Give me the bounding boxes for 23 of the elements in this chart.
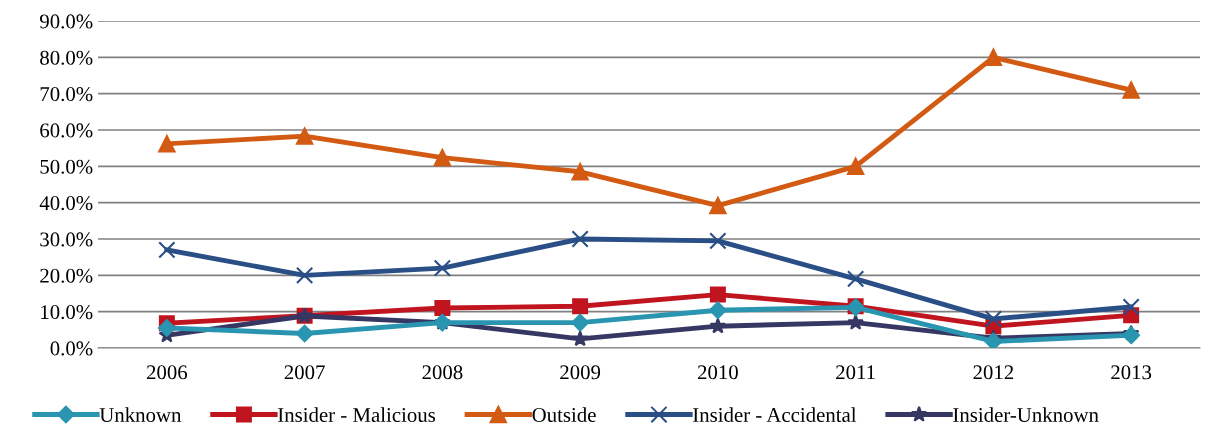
legend-label: Insider - Accidental — [693, 407, 857, 423]
y-tick-label: 50.0% — [40, 159, 93, 174]
x-tick-label: 2010 — [697, 365, 738, 380]
legend-label: Insider - Malicious — [278, 407, 436, 423]
y-tick-label: 40.0% — [39, 196, 93, 211]
x-tick-label: 2013 — [1111, 365, 1152, 380]
legend-label: Unknown — [99, 407, 182, 423]
x-tick-label: 2009 — [560, 365, 601, 380]
y-tick-label: 10.0% — [41, 305, 93, 320]
y-tick-label: 90.0% — [40, 14, 93, 29]
y-tick-label: 70.0% — [40, 87, 93, 102]
y-tick-label: 80.0% — [40, 50, 93, 65]
x-tick-label: 2011 — [836, 365, 875, 380]
legend-label: Outside — [532, 407, 596, 423]
y-tick-label: 30.0% — [40, 232, 93, 247]
x-tick-label: 2006 — [146, 365, 188, 380]
y-tick-label: 0.0% — [50, 341, 93, 356]
y-tick-label: 20.0% — [40, 268, 93, 283]
y-tick-label: 60.0% — [40, 123, 93, 138]
x-tick-label: 2008 — [422, 365, 463, 380]
x-tick-label: 2012 — [973, 365, 1014, 380]
legend-label: Insider-Unknown — [953, 407, 1099, 423]
x-tick-label: 2007 — [284, 365, 325, 380]
